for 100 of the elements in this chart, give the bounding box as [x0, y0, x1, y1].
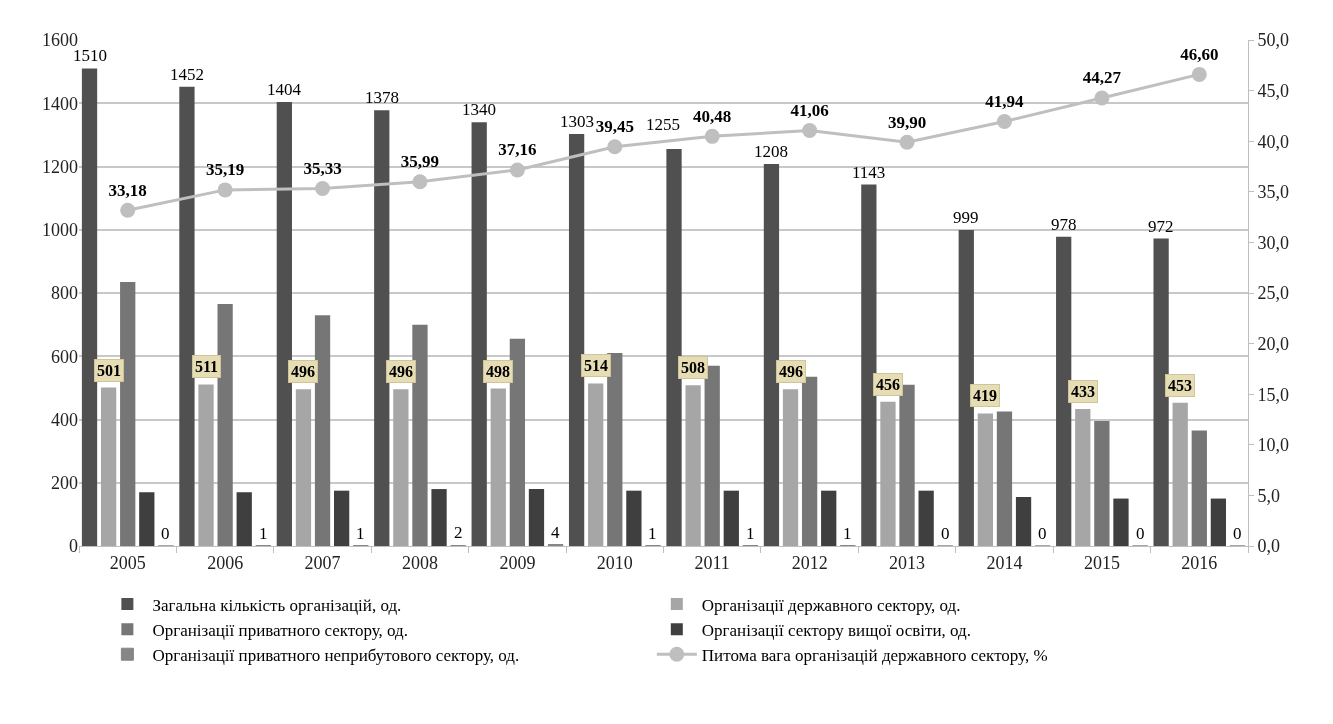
- legend-label: Організації сектору вищої освіти, од.: [701, 620, 971, 640]
- bar: [217, 304, 233, 546]
- data-label: 1452: [170, 65, 204, 84]
- data-label: 39,45: [595, 117, 634, 137]
- bar: [568, 133, 585, 546]
- point: [509, 162, 525, 178]
- bar: [1094, 421, 1110, 546]
- x-tick-label: 2012: [791, 552, 828, 573]
- y-tick-label: 1000: [42, 220, 78, 241]
- point: [704, 128, 720, 144]
- point: [217, 182, 233, 198]
- bar: [1113, 498, 1129, 546]
- x-tick-label: 2014: [986, 552, 1023, 573]
- data-label: 35,33: [303, 158, 342, 178]
- bar: [471, 122, 487, 546]
- bar: [704, 365, 720, 546]
- bar: [393, 389, 409, 546]
- data-label: 978: [1051, 215, 1077, 234]
- point: [802, 122, 818, 138]
- data-label: 2: [454, 523, 463, 542]
- data-label: 1255: [646, 115, 680, 134]
- data-label: 35,99: [400, 152, 440, 172]
- data-label: 999: [953, 208, 979, 227]
- data-label: 4: [551, 523, 560, 542]
- data-label: 501: [97, 362, 121, 379]
- y2-tick-label: 40,0: [1257, 131, 1290, 152]
- bar: [899, 384, 915, 546]
- bar: [626, 490, 642, 546]
- bar: [1191, 430, 1207, 546]
- bar: [977, 413, 993, 546]
- data-label: 496: [779, 363, 803, 380]
- bar: [588, 383, 604, 546]
- y2-tick-label: 10,0: [1257, 435, 1290, 456]
- y2-tick-label: 20,0: [1257, 333, 1290, 354]
- x-tick-label: 2009: [499, 552, 536, 573]
- bar: [528, 489, 545, 546]
- data-label: 1404: [267, 80, 302, 99]
- data-label: 1: [648, 524, 657, 543]
- bar: [1015, 496, 1032, 546]
- data-label: 0: [161, 524, 170, 543]
- data-label: 1208: [754, 142, 788, 161]
- y2-tick-label: 45,0: [1257, 80, 1290, 101]
- x-tick-label: 2008: [401, 552, 438, 573]
- bar: [607, 353, 623, 546]
- y-tick-label: 600: [51, 346, 78, 367]
- data-label: 453: [1168, 377, 1192, 394]
- x-tick-label: 2007: [304, 552, 341, 573]
- data-label: 514: [584, 357, 608, 374]
- bar: [412, 324, 428, 546]
- data-label: 1143: [852, 163, 886, 182]
- point: [996, 114, 1012, 130]
- data-label: 0: [1038, 524, 1047, 543]
- data-label: 37,16: [498, 140, 537, 160]
- data-label: 41,94: [985, 91, 1025, 111]
- data-label: 33,18: [108, 180, 147, 200]
- legend-label: Організації приватного неприбутового сектору, од.: [152, 645, 520, 665]
- bar: [1172, 402, 1188, 546]
- y2-tick-label: 15,0: [1257, 384, 1290, 405]
- data-label: 1378: [365, 88, 399, 107]
- data-label: 41,06: [790, 100, 829, 120]
- bar: [801, 376, 818, 546]
- data-label: 1: [843, 524, 852, 543]
- point: [315, 180, 331, 196]
- bar: [821, 490, 837, 546]
- data-label: 972: [1148, 217, 1174, 236]
- y2-tick-label: 5,0: [1257, 485, 1281, 506]
- bar: [139, 492, 155, 546]
- data-label: 456: [876, 376, 900, 393]
- legend-label: Загальна кількість організацій, од.: [152, 595, 402, 615]
- bar: [431, 489, 447, 546]
- y-tick-label: 400: [51, 409, 78, 430]
- point: [1191, 66, 1207, 82]
- point: [1094, 90, 1110, 106]
- bar: [334, 490, 350, 546]
- data-label: 419: [973, 387, 997, 404]
- bar: [666, 149, 682, 546]
- bar: [1075, 409, 1091, 546]
- data-label: 498: [486, 363, 510, 380]
- bar: [685, 385, 701, 546]
- x-tick-label: 2010: [596, 552, 633, 573]
- legend-label: Організації приватного сектору, од.: [152, 620, 409, 640]
- data-label: 0: [1233, 524, 1242, 543]
- bar: [861, 184, 877, 546]
- x-tick-label: 2013: [889, 552, 926, 573]
- x-tick-label: 2011: [694, 552, 730, 573]
- bar: [198, 384, 214, 546]
- bar: [295, 389, 312, 546]
- bar: [1056, 236, 1072, 546]
- data-label: 0: [1136, 524, 1145, 543]
- data-label: 0: [941, 524, 950, 543]
- point: [607, 139, 623, 155]
- data-label: 39,90: [887, 112, 927, 132]
- bar: [120, 281, 136, 546]
- y-tick-label: 800: [51, 283, 78, 304]
- legend-label: Питома вага організацій державного сектору, %: [701, 645, 1048, 665]
- y2-tick-label: 30,0: [1257, 232, 1290, 253]
- y-tick-label: 1400: [42, 93, 78, 114]
- legend-label: Організації державного сектору, од.: [701, 595, 961, 615]
- y2-tick-label: 50,0: [1257, 30, 1290, 51]
- bar: [81, 68, 98, 546]
